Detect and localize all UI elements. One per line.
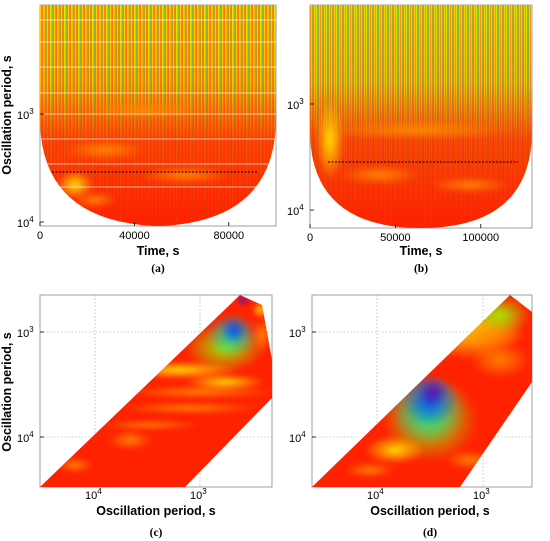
panel-b-ytick-1: 103 [287, 97, 304, 112]
panel-b-xlabel: Time, s [400, 244, 443, 258]
panel-c-xtick-1: 104 [85, 487, 102, 502]
panel-c: 103 104 104 103 Oscillation period, s (c… [0, 294, 273, 539]
panel-d-ytick-2: 104 [289, 430, 306, 445]
panel-d-xtick-2: 103 [473, 487, 490, 502]
panel-a-xtick-1: 0 [37, 230, 43, 242]
panel-a-xtick-3: 80000 [214, 230, 245, 242]
panel-a-heatmap [40, 5, 276, 226]
panel-b-xtick-3: 100000 [462, 232, 499, 244]
panel-d-xlabel: Oscillation period, s [370, 504, 490, 518]
panel-a-ytick-1: 103 [17, 107, 34, 122]
panel-c-ylabel: Oscillation period, s [0, 332, 14, 452]
panel-c-label: (c) [150, 527, 163, 539]
panel-c-xlabel: Oscillation period, s [96, 504, 216, 518]
panel-b-heatmap [310, 5, 532, 228]
panel-c-xtick-2: 103 [190, 487, 207, 502]
panel-b-label: (b) [414, 263, 428, 275]
panel-a-ylabel: Oscillation period, s [0, 55, 14, 175]
panel-b-xticks: 0 50000 100000 [307, 224, 499, 244]
panel-b: 103 104 0 50000 100000 Time, s (b) [287, 4, 533, 275]
panel-b-xtick-2: 50000 [380, 232, 411, 244]
panel-d: 103 104 104 103 Oscillation period, s (d… [289, 294, 533, 539]
panel-d-xtick-1: 104 [367, 487, 384, 502]
panel-d-ytick-1: 103 [289, 325, 306, 340]
panel-b-ytick-2: 104 [287, 203, 304, 218]
panel-b-xtick-1: 0 [307, 232, 313, 244]
panel-a-xlabel: Time, s [137, 244, 180, 258]
panel-d-label: (d) [423, 527, 437, 539]
panel-a-label: (a) [151, 263, 165, 275]
panel-c-ytick-1: 103 [17, 325, 34, 340]
panel-a-xticks: 0 40000 80000 [37, 222, 244, 242]
panel-c-ytick-2: 104 [17, 430, 34, 445]
panel-a-xtick-2: 40000 [119, 230, 150, 242]
panel-a: 103 104 0 40000 80000 Time, s (a) Oscillat… [0, 4, 277, 275]
panel-a-ytick-2: 104 [17, 215, 34, 230]
